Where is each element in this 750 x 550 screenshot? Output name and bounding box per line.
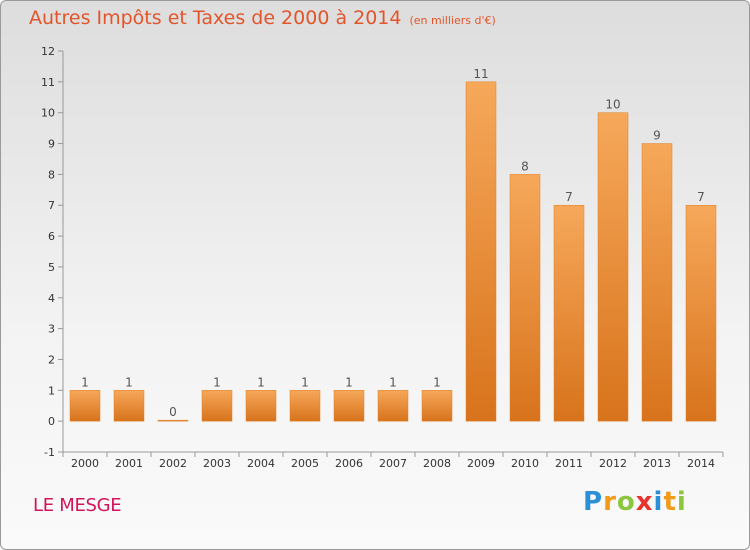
y-tick-label: 11 <box>41 76 55 89</box>
bar <box>685 204 717 422</box>
y-tick-label: 8 <box>48 168 55 181</box>
y-tick-label: 7 <box>48 199 55 212</box>
chart-title-text: Autres Impôts et Taxes de 2000 à 2014 <box>29 7 402 29</box>
data-label: 1 <box>81 375 89 389</box>
bar <box>509 174 541 422</box>
x-tick-label: 2010 <box>511 457 539 470</box>
x-tick-label: 2005 <box>291 457 319 470</box>
y-tick-label: 1 <box>48 384 55 397</box>
chart-title: Autres Impôts et Taxes de 2000 à 2014 (en… <box>29 7 496 29</box>
data-label: 1 <box>125 375 133 389</box>
data-label: 1 <box>213 375 221 389</box>
bar <box>157 419 189 422</box>
x-tick-label: 2007 <box>379 457 407 470</box>
logo-letter: o <box>616 487 636 517</box>
data-label: 11 <box>473 67 488 81</box>
place-name: LE MESGE <box>33 495 122 516</box>
x-tick-label: 2008 <box>423 457 451 470</box>
x-tick-label: 2013 <box>643 457 671 470</box>
bar <box>641 143 673 422</box>
bar <box>377 390 409 422</box>
logo-letter: P <box>583 487 604 517</box>
data-label: 7 <box>697 190 705 204</box>
y-tick-label: 10 <box>41 107 55 120</box>
y-tick-label: 6 <box>48 230 55 243</box>
logo-letter: r <box>603 487 617 517</box>
data-label: 9 <box>653 129 661 143</box>
data-label: 1 <box>345 375 353 389</box>
y-tick-label: 3 <box>48 323 55 336</box>
proxiti-logo: Proxiti <box>583 487 687 517</box>
x-tick-label: 2009 <box>467 457 495 470</box>
bar <box>553 204 585 422</box>
data-label: 7 <box>565 190 573 204</box>
chart-unit: (en milliers d'€) <box>409 14 496 27</box>
bar <box>113 390 145 422</box>
logo-letter: i <box>653 487 664 517</box>
bar <box>289 390 321 422</box>
x-tick-label: 2002 <box>159 457 187 470</box>
data-label: 1 <box>433 375 441 389</box>
x-tick-label: 2001 <box>115 457 143 470</box>
y-tick-label: 4 <box>48 292 55 305</box>
data-label: 8 <box>521 159 529 173</box>
x-tick-label: 2012 <box>599 457 627 470</box>
logo-letter: i <box>676 487 687 517</box>
x-tick-label: 2006 <box>335 457 363 470</box>
data-label: 1 <box>257 375 265 389</box>
x-tick-label: 2004 <box>247 457 275 470</box>
y-tick-label: 0 <box>48 415 55 428</box>
bar <box>333 390 365 422</box>
y-tick-label: 12 <box>41 45 55 58</box>
data-label: 0 <box>169 405 177 419</box>
bar <box>69 390 101 422</box>
x-tick-label: 2011 <box>555 457 583 470</box>
y-tick-label: 2 <box>48 353 55 366</box>
bar <box>597 112 629 422</box>
logo-letter: x <box>635 487 654 517</box>
logo-letter: t <box>663 487 677 517</box>
x-tick-label: 2014 <box>687 457 715 470</box>
y-tick-label: -1 <box>44 446 55 459</box>
bar <box>421 390 453 422</box>
data-label: 1 <box>389 375 397 389</box>
data-label: 1 <box>301 375 309 389</box>
x-tick-label: 2003 <box>203 457 231 470</box>
bar <box>465 81 497 422</box>
x-tick-label: 2000 <box>71 457 99 470</box>
bar <box>201 390 233 422</box>
y-tick-label: 9 <box>48 138 55 151</box>
y-tick-label: 5 <box>48 261 55 274</box>
bar <box>245 390 277 422</box>
data-label: 10 <box>605 98 620 112</box>
